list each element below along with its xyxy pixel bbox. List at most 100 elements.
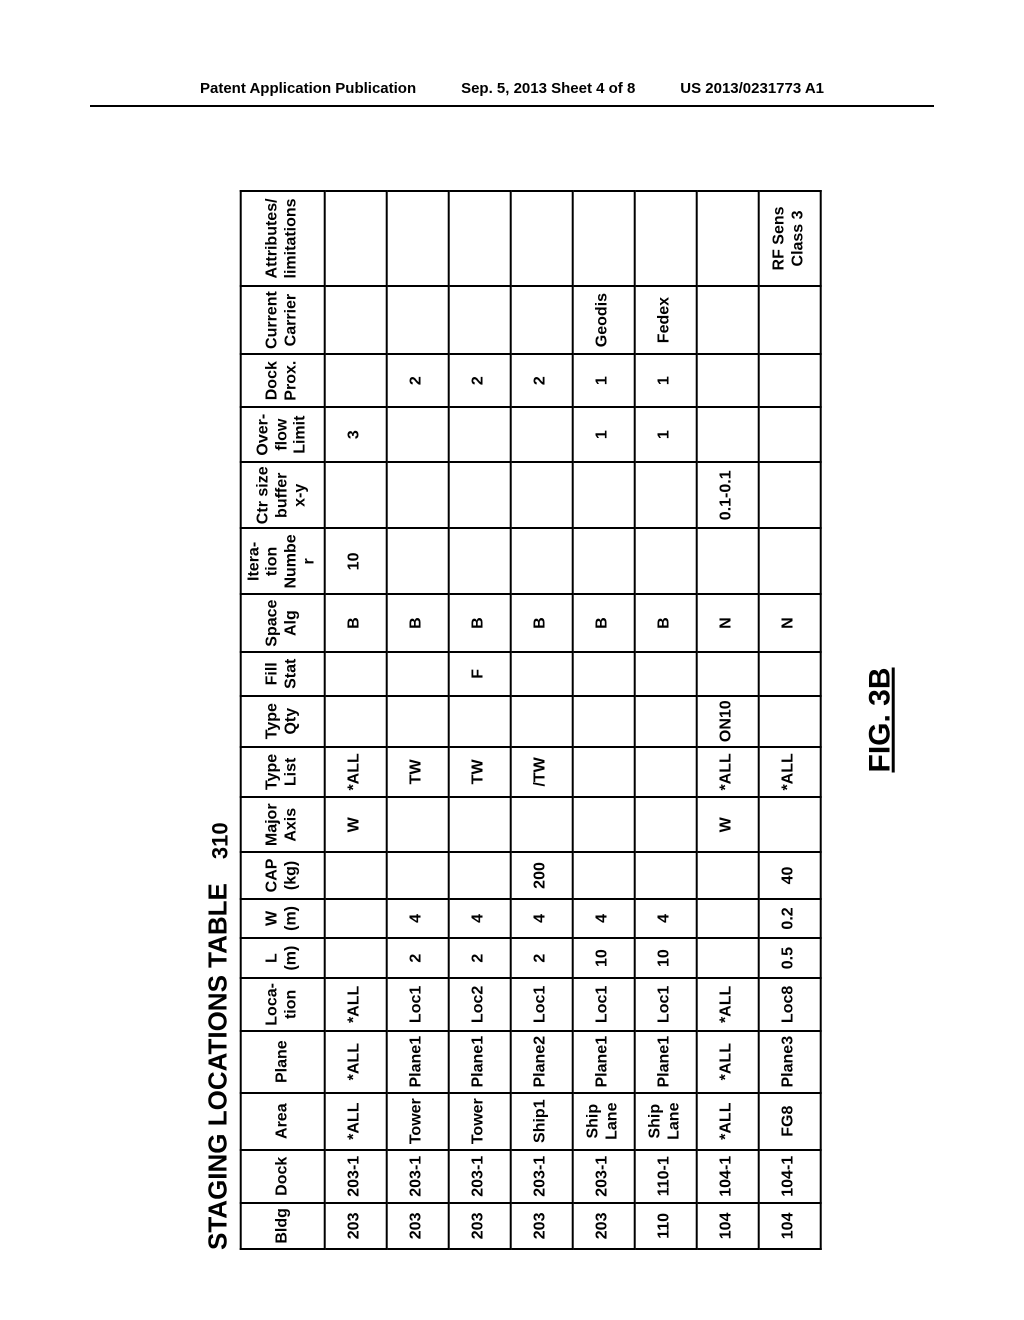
table-row: 104104-1FG8Plane3Loc80.50.240*ALLNRF Sen… [758, 191, 820, 1249]
table-cell: 1 [572, 354, 634, 407]
table-cell [448, 852, 510, 898]
table-cell: Loc1 [386, 978, 448, 1031]
table-header-row: BldgDockAreaPlaneLoca-tionL(m)W(m)CAP(kg… [241, 191, 325, 1249]
table-cell: B [510, 594, 572, 651]
table-cell [634, 852, 696, 898]
column-header: MajorAxis [241, 797, 325, 852]
table-cell: Plane2 [510, 1031, 572, 1093]
table-cell: 2 [510, 354, 572, 407]
table-cell: ShipLane [572, 1093, 634, 1150]
table-cell: ShipLane [634, 1093, 696, 1150]
header-right: US 2013/0231773 A1 [680, 80, 824, 97]
table-cell [758, 797, 820, 852]
table-cell [386, 797, 448, 852]
table-cell: 2 [448, 354, 510, 407]
table-cell: Plane1 [572, 1031, 634, 1093]
column-header: Over-flowLimit [241, 407, 325, 462]
table-cell: 2 [448, 938, 510, 978]
table-cell [510, 407, 572, 462]
table-cell: 203-1 [510, 1150, 572, 1203]
table-cell: 203-1 [324, 1150, 386, 1203]
table-cell [572, 528, 634, 594]
table-cell [448, 696, 510, 747]
table-cell: FG8 [758, 1093, 820, 1150]
table-cell [324, 852, 386, 898]
table-row: 203203-1TowerPlane1Loc224TWFB2 [448, 191, 510, 1249]
table-cell [634, 191, 696, 286]
table-cell [324, 354, 386, 407]
table-cell: *ALL [758, 747, 820, 798]
table-cell [324, 191, 386, 286]
page-header: Patent Application Publication Sep. 5, 2… [90, 0, 934, 107]
table-cell: W [696, 797, 758, 852]
table-cell [696, 191, 758, 286]
table-cell: 3 [324, 407, 386, 462]
table-cell: N [696, 594, 758, 651]
table-cell [386, 696, 448, 747]
table-cell [510, 462, 572, 528]
table-title: STAGING LOCATIONS TABLE [203, 883, 234, 1250]
table-cell: 2 [386, 354, 448, 407]
table-cell: Loc1 [572, 978, 634, 1031]
table-cell [448, 462, 510, 528]
column-header: DockProx. [241, 354, 325, 407]
table-cell: 2 [510, 938, 572, 978]
table-cell: F [448, 652, 510, 696]
table-cell: *ALL [324, 1031, 386, 1093]
table-cell: Plane3 [758, 1031, 820, 1093]
table-cell [324, 696, 386, 747]
table-cell: *ALL [696, 1031, 758, 1093]
table-cell [324, 462, 386, 528]
table-cell: 4 [572, 899, 634, 939]
table-cell: B [448, 594, 510, 651]
table-cell [386, 528, 448, 594]
table-row: 203203-1*ALL*ALL*ALLW*ALLB103 [324, 191, 386, 1249]
table-cell: Loc1 [510, 978, 572, 1031]
table-cell: 203-1 [448, 1150, 510, 1203]
table-cell: *ALL [324, 747, 386, 798]
table-cell: *ALL [324, 978, 386, 1031]
table-cell: B [324, 594, 386, 651]
table-cell [386, 191, 448, 286]
table-cell [572, 652, 634, 696]
table-cell: 4 [634, 899, 696, 939]
table-cell: 104 [758, 1203, 820, 1249]
header-center: Sep. 5, 2013 Sheet 4 of 8 [461, 80, 635, 97]
staging-locations-table: BldgDockAreaPlaneLoca-tionL(m)W(m)CAP(kg… [240, 190, 822, 1250]
table-cell [758, 286, 820, 354]
rotated-content: STAGING LOCATIONS TABLE 310 BldgDockArea… [203, 190, 822, 1250]
table-cell [758, 407, 820, 462]
column-header: Dock [241, 1150, 325, 1203]
table-cell [572, 191, 634, 286]
table-cell [634, 528, 696, 594]
table-cell: Loc1 [634, 978, 696, 1031]
table-cell: Loc2 [448, 978, 510, 1031]
table-cell [634, 462, 696, 528]
table-row: 203203-1Ship1Plane2Loc124200/TWB2 [510, 191, 572, 1249]
header-left: Patent Application Publication [200, 80, 416, 97]
table-cell [510, 797, 572, 852]
table-cell [510, 528, 572, 594]
table-ref-number: 310 [208, 822, 234, 859]
table-cell: 203 [448, 1203, 510, 1249]
table-cell: 203 [510, 1203, 572, 1249]
table-cell [572, 797, 634, 852]
table-cell: *ALL [324, 1093, 386, 1150]
table-cell: 200 [510, 852, 572, 898]
table-cell [696, 407, 758, 462]
table-cell: N [758, 594, 820, 651]
table-row: 203203-1ShipLanePlane1Loc1104B11Geodis [572, 191, 634, 1249]
column-header: FillStat [241, 652, 325, 696]
table-cell [572, 747, 634, 798]
table-cell: B [386, 594, 448, 651]
table-cell [758, 354, 820, 407]
table-cell [696, 286, 758, 354]
table-cell: 203 [386, 1203, 448, 1249]
table-cell [448, 191, 510, 286]
table-cell: Loc8 [758, 978, 820, 1031]
table-cell [510, 652, 572, 696]
table-cell: 4 [448, 899, 510, 939]
table-cell [696, 938, 758, 978]
table-cell: 104-1 [696, 1150, 758, 1203]
table-cell [758, 528, 820, 594]
